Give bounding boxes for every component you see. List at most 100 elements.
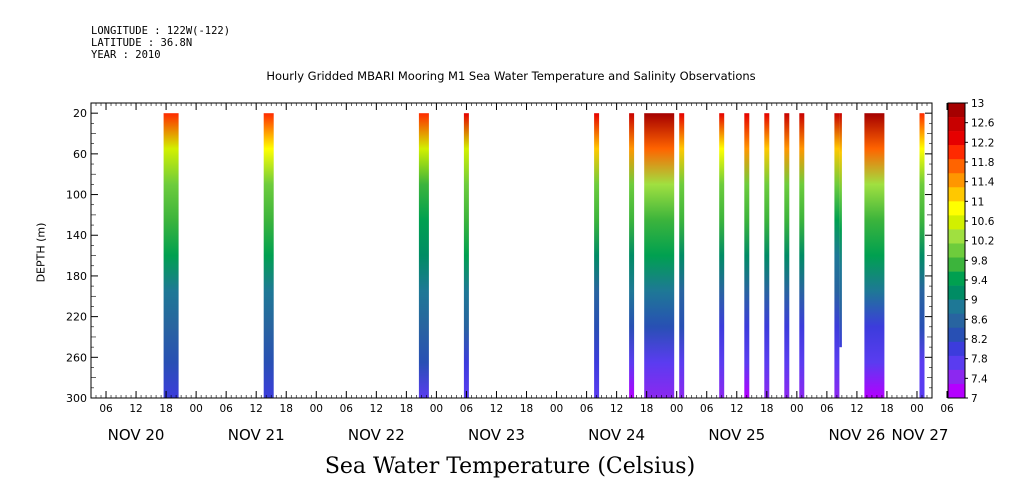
y-tick-label: 20 (73, 107, 87, 120)
x-tick-label: 06 (99, 403, 113, 415)
profile-bar (719, 113, 725, 398)
colorbar-swatch (948, 131, 965, 146)
profile-bar (594, 113, 600, 398)
profile-bar (463, 113, 469, 398)
x-day-label: NOV 26 (828, 426, 885, 444)
colorbar-label: 7.4 (971, 373, 988, 385)
colorbar-swatch (948, 229, 965, 244)
profile-bar (744, 113, 750, 398)
colorbar-label: 9.8 (971, 255, 988, 267)
x-tick-label: 12 (250, 403, 263, 415)
x-tick-label: 00 (550, 403, 563, 415)
colorbar-label: 8.6 (971, 314, 988, 326)
profile-bar (163, 113, 179, 398)
x-tick-label: 18 (760, 403, 773, 415)
colorbar-swatch (948, 187, 965, 202)
x-tick-label: 00 (430, 403, 443, 415)
x-axis-label: Sea Water Temperature (Celsius) (324, 454, 696, 479)
colorbar-label: 7 (971, 393, 978, 405)
colorbar-label: 10.6 (971, 216, 995, 228)
x-tick-label: 00 (910, 403, 923, 415)
colorbar-frame (947, 102, 966, 399)
colorbar-label: 9.4 (971, 275, 988, 287)
colorbar-swatch (948, 215, 965, 230)
chart-title: Hourly Gridded MBARI Mooring M1 Sea Wate… (266, 69, 756, 83)
colorbar-label: 9 (971, 295, 978, 307)
profile-bar (629, 113, 635, 398)
y-tick-label: 180 (66, 270, 87, 283)
x-tick-label: 18 (640, 403, 653, 415)
x-tick-label: 18 (280, 403, 293, 415)
colorbar-label: 7.8 (971, 354, 988, 366)
x-tick-label: 00 (310, 403, 323, 415)
x-day-label: NOV 25 (708, 426, 765, 444)
y-tick-label: 100 (66, 189, 87, 202)
colorbar-swatch (948, 327, 965, 343)
colorbar-label: 8.2 (971, 334, 988, 346)
x-tick-label: 18 (520, 403, 533, 415)
x-tick-label: 12 (610, 403, 623, 415)
x-tick-label: 12 (490, 403, 503, 415)
profile-bar (764, 113, 770, 398)
x-axis: 06 12 18 00 06 12 18 00 06 12 18 00 06 12 18 00 06 12 18 00… (90, 103, 954, 444)
latitude-label: LATITUDE : 36.8N (91, 37, 193, 49)
x-day-label: NOV 27 (892, 426, 949, 444)
x-tick-label: 00 (790, 403, 803, 415)
y-tick-label: 140 (66, 229, 87, 242)
profile-bar (864, 113, 885, 398)
x-day-label: NOV 21 (228, 426, 285, 444)
colorbar-swatch (948, 271, 965, 286)
colorbar-swatch (948, 103, 965, 118)
profile-bar (834, 113, 840, 398)
x-tick-label: 06 (580, 403, 594, 415)
colorbar-swatch (948, 313, 965, 329)
colorbar-label: 11 (971, 196, 984, 208)
colorbar-label: 11.8 (971, 157, 994, 169)
x-tick-label: 06 (460, 403, 474, 415)
colorbar-swatch (948, 285, 965, 300)
x-tick-label: 06 (940, 403, 954, 415)
profile-bar (679, 113, 685, 398)
y-tick-label: 220 (66, 311, 87, 324)
x-tick-label: 06 (700, 403, 714, 415)
profile-bar (263, 113, 274, 398)
colorbar-label: 13 (971, 98, 984, 110)
y-tick-label: 260 (66, 351, 87, 364)
profile-bar (784, 113, 790, 398)
colorbar-swatch (948, 201, 965, 216)
x-tick-label: 06 (219, 403, 233, 415)
year-label: YEAR : 2010 (91, 49, 161, 61)
x-tick-label: 06 (340, 403, 354, 415)
x-day-label: NOV 22 (348, 426, 405, 444)
y-tick-label: 60 (73, 148, 87, 161)
profile-bar (418, 113, 429, 398)
colorbar-swatch (948, 257, 965, 272)
plot-frame (90, 102, 933, 399)
x-day-label: NOV 20 (108, 426, 165, 444)
y-tick-label: 300 (66, 392, 87, 405)
colorbar: 13 12.6 12.2 11.8 11.4 11 10.6 10.2 9.8 9.4 9 8.6 8.… (947, 98, 995, 405)
y-axis: 20 60 100 140 180 220 260 300 (66, 102, 932, 405)
colorbar-swatch (948, 341, 965, 357)
profile-bar (919, 113, 925, 398)
x-tick-label: 12 (129, 403, 142, 415)
profile-bar (839, 113, 842, 348)
profile-bars (163, 113, 925, 398)
x-tick-label: 18 (159, 403, 172, 415)
colorbar-swatch (948, 299, 965, 315)
profile-bar (799, 113, 805, 398)
profile-bar (644, 113, 675, 398)
x-tick-label: 06 (820, 403, 834, 415)
colorbar-label: 12.6 (971, 118, 995, 130)
colorbar-swatch (948, 369, 965, 385)
x-day-label: NOV 24 (588, 426, 645, 444)
x-tick-label: 00 (670, 403, 683, 415)
colorbar-swatch (948, 173, 965, 188)
colorbar-label: 10.2 (971, 236, 994, 248)
colorbar-swatch (948, 159, 965, 174)
x-tick-label: 00 (189, 403, 202, 415)
longitude-label: LONGITUDE : 122W(-122) (91, 25, 231, 37)
colorbar-label: 12.2 (971, 137, 994, 149)
